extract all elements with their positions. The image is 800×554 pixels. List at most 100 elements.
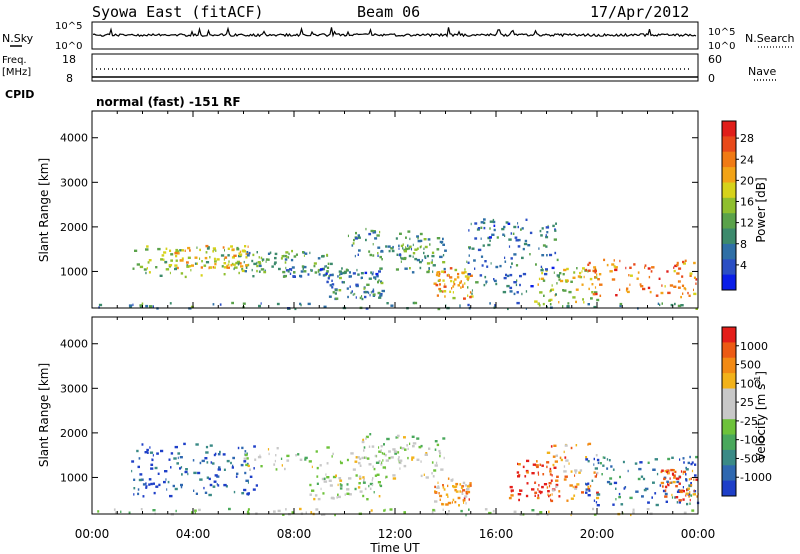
power-cell <box>379 255 382 259</box>
velocity-cell <box>133 493 135 496</box>
velocity-cell <box>553 444 557 447</box>
velocity-cell <box>325 473 327 476</box>
velocity-cell <box>552 463 555 467</box>
power-cell <box>678 267 682 270</box>
velocity-cell <box>149 446 151 449</box>
power-cell <box>354 237 359 240</box>
power-cell <box>439 255 443 259</box>
velocity-cell <box>462 499 466 502</box>
power-cell <box>683 287 686 290</box>
power-cell <box>524 239 528 243</box>
velocity-cell <box>152 509 156 512</box>
power-cell <box>201 260 203 263</box>
power-cell <box>559 279 564 283</box>
velocity-cell <box>169 494 173 498</box>
power-cell <box>223 258 225 261</box>
power-cell <box>471 247 475 250</box>
velocity-cell <box>534 494 536 497</box>
velocity-cell <box>153 491 156 495</box>
power-cell <box>540 234 543 237</box>
power-colorbar-tick-label: 20 <box>740 174 754 187</box>
power-cell <box>260 268 265 271</box>
power-cell <box>695 282 697 285</box>
power-cell <box>442 261 446 264</box>
power-cell <box>221 265 224 268</box>
time-tick-label: 08:00 <box>277 527 312 541</box>
velocity-cell <box>458 504 460 507</box>
velocity-cell <box>546 465 548 469</box>
power-cell <box>164 260 168 264</box>
velocity-cell <box>683 511 687 514</box>
power-colorbar-swatch <box>722 259 736 276</box>
velocity-cell <box>217 453 221 456</box>
power-cell <box>449 276 453 279</box>
power-cell <box>464 268 466 271</box>
power-cell <box>661 302 663 305</box>
power-cell <box>234 266 238 269</box>
power-cell <box>258 304 261 308</box>
power-cell <box>504 260 507 263</box>
power-cell <box>647 267 651 270</box>
velocity-cell <box>691 469 694 473</box>
velocity-cell <box>166 488 168 491</box>
velocity-cell <box>693 489 695 492</box>
velocity-cell <box>206 461 209 464</box>
power-cell <box>228 260 230 263</box>
power-cell <box>481 264 484 267</box>
velocity-cell <box>355 474 358 477</box>
velocity-cell <box>451 478 454 481</box>
velocity-cell <box>676 490 681 493</box>
velocity-cell <box>228 507 231 511</box>
velocity-cell <box>219 450 221 454</box>
velocity-cell <box>687 461 690 465</box>
power-cell <box>186 264 189 267</box>
velocity-cell <box>313 497 316 501</box>
velocity-cell <box>461 485 464 488</box>
power-cell <box>517 238 521 242</box>
velocity-cell <box>395 436 397 439</box>
power-cell <box>442 243 445 246</box>
power-cell <box>402 257 406 260</box>
power-cell <box>152 305 154 308</box>
velocity-cell <box>578 471 581 474</box>
velocity-cell <box>484 508 488 511</box>
velocity-cell <box>581 491 584 494</box>
power-cell <box>505 273 507 277</box>
power-cell <box>187 256 191 259</box>
power-cell <box>649 290 652 294</box>
velocity-cell <box>363 446 366 449</box>
power-cell <box>693 261 696 265</box>
velocity-cell <box>688 495 690 498</box>
power-cell <box>342 271 346 275</box>
power-cell <box>558 301 560 304</box>
velocity-cell <box>555 485 558 488</box>
power-colorbar-swatch <box>722 274 736 291</box>
velocity-cell <box>399 467 401 470</box>
velocity-cell <box>412 445 415 448</box>
velocity-cell <box>259 454 261 457</box>
power-cell <box>599 294 602 297</box>
power-cell <box>467 294 469 297</box>
power-cell <box>155 266 158 269</box>
power-cell <box>487 243 491 247</box>
velocity-cell <box>585 456 588 459</box>
power-cell <box>230 245 233 248</box>
velocity-cell <box>206 476 209 479</box>
power-cell <box>419 266 422 270</box>
velocity-cell <box>411 435 415 438</box>
velocity-cell <box>308 460 312 463</box>
velocity-cell <box>615 487 617 490</box>
power-cell <box>264 269 266 272</box>
power-cell <box>286 255 288 259</box>
power-cell <box>515 283 518 287</box>
velocity-cell <box>310 511 313 514</box>
velocity-cell <box>243 488 247 492</box>
velocity-cell <box>326 476 330 479</box>
freq-tick-high: 18 <box>62 53 76 66</box>
velocity-cell <box>676 501 678 504</box>
power-cell <box>374 237 378 240</box>
velocity-cell <box>366 498 369 501</box>
power-cell <box>194 262 197 265</box>
power-cell <box>444 249 447 252</box>
